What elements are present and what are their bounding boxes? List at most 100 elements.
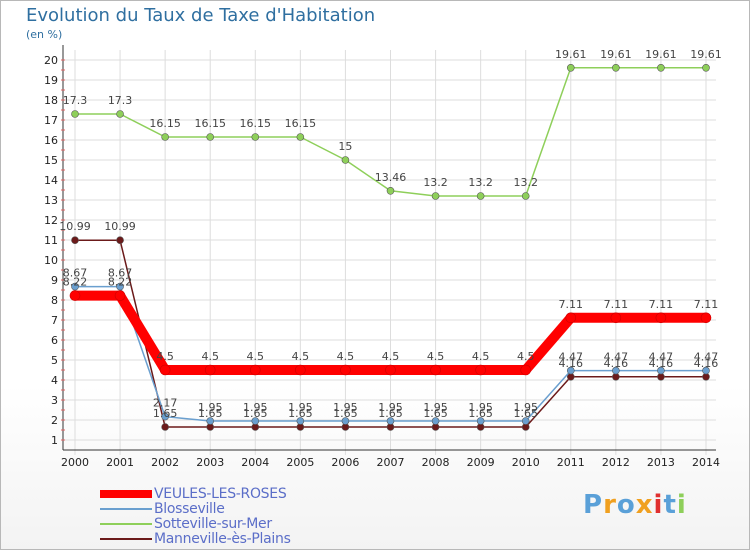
legend-label: VEULES-LES-ROSES <box>154 485 287 502</box>
data-label: 13.46 <box>375 171 407 184</box>
data-label: 4.5 <box>337 350 355 363</box>
data-point <box>385 364 396 376</box>
data-label: 16.15 <box>194 117 226 130</box>
data-label: 4.16 <box>694 357 719 370</box>
x-tick-label: 2000 <box>61 456 89 469</box>
legend-item-veules: VEULES-LES-ROSES <box>100 485 291 502</box>
data-label: 19.61 <box>600 48 632 61</box>
chart-legend: VEULES-LES-ROSES Blosseville Sotteville-… <box>100 485 291 547</box>
y-tick-label: 5 <box>51 354 58 367</box>
logo-letter: t <box>663 490 677 520</box>
data-point <box>159 364 171 376</box>
x-tick-label: 2003 <box>196 456 224 469</box>
data-label: 4.5 <box>247 350 265 363</box>
data-point <box>341 156 350 164</box>
data-point <box>430 364 441 376</box>
y-tick-label: 15 <box>44 154 58 167</box>
x-tick-label: 2010 <box>512 456 540 469</box>
data-point <box>386 187 395 195</box>
data-label: 10.99 <box>104 220 136 233</box>
data-point <box>475 364 486 376</box>
chart-grid <box>65 50 716 455</box>
data-label: 4.5 <box>472 350 490 363</box>
data-point <box>296 133 305 141</box>
data-point <box>251 133 260 141</box>
data-point <box>340 364 351 376</box>
data-label: 1.65 <box>423 407 448 420</box>
data-label: 19.61 <box>555 48 587 61</box>
data-label: 1.95 <box>333 401 358 414</box>
data-point <box>296 417 305 425</box>
data-label: 15 <box>338 140 352 153</box>
data-point <box>69 290 81 301</box>
data-point <box>520 364 532 376</box>
data-point <box>521 192 530 200</box>
data-point <box>700 312 712 324</box>
data-point <box>386 417 395 425</box>
data-point <box>612 64 620 72</box>
y-tick-label: 16 <box>44 134 58 147</box>
data-label: 1.65 <box>153 407 178 420</box>
legend-label: Sotteville-sur-Mer <box>154 515 272 532</box>
data-label: 8.22 <box>63 276 88 289</box>
data-label: 4.5 <box>382 350 400 363</box>
data-label: 16.15 <box>285 117 317 130</box>
data-label: 1.95 <box>468 401 493 414</box>
y-tick-label: 17 <box>44 114 58 127</box>
data-point <box>476 192 485 200</box>
x-tick-label: 2013 <box>647 456 675 469</box>
data-label: 1.65 <box>243 407 268 420</box>
proxiti-logo: Proxiti <box>583 490 687 520</box>
data-label: 4.5 <box>156 350 174 363</box>
data-label: 4.16 <box>559 357 584 370</box>
data-point <box>161 423 169 431</box>
data-label: 17.3 <box>63 94 88 107</box>
legend-item-blosseville: Blosseville <box>100 500 291 517</box>
legend-label: Manneville-ès-Plains <box>154 530 291 547</box>
data-point <box>206 417 215 425</box>
y-tick-label: 18 <box>44 94 58 107</box>
logo-letter: i <box>653 490 664 520</box>
data-point <box>612 366 620 375</box>
y-tick-label: 9 <box>51 274 58 287</box>
data-label: 4.5 <box>201 350 219 363</box>
data-point <box>566 64 575 72</box>
data-label: 8.22 <box>108 276 133 289</box>
data-point <box>610 312 622 324</box>
data-point <box>116 282 124 291</box>
legend-swatch-veules <box>100 489 152 498</box>
x-tick-label: 2006 <box>331 456 359 469</box>
data-label: 4.16 <box>604 357 629 370</box>
data-point <box>476 417 485 425</box>
logo-letter: r <box>603 490 617 520</box>
data-point <box>657 64 665 72</box>
data-label: 4.5 <box>427 350 445 363</box>
data-point <box>295 364 306 376</box>
data-point <box>341 417 350 425</box>
data-label: 7.11 <box>649 298 674 311</box>
data-label: 7.11 <box>694 298 719 311</box>
data-label: 1.95 <box>378 401 403 414</box>
data-point <box>657 366 665 375</box>
y-tick-label: 6 <box>51 334 58 347</box>
y-tick-label: 20 <box>44 54 58 67</box>
data-label: 7.11 <box>604 298 629 311</box>
data-point <box>114 290 126 301</box>
y-tick-label: 1 <box>51 434 58 447</box>
data-label: 4.47 <box>604 351 629 364</box>
data-point <box>206 133 215 141</box>
data-point <box>431 417 440 425</box>
x-tick-label: 2007 <box>377 456 405 469</box>
y-tick-label: 4 <box>51 374 58 387</box>
data-point <box>116 110 124 118</box>
y-tick-label: 11 <box>44 234 58 247</box>
data-label: 1.65 <box>513 407 538 420</box>
data-label: 1.65 <box>288 407 313 420</box>
logo-letter: o <box>616 490 636 520</box>
data-point <box>161 133 169 141</box>
legend-label: Blosseville <box>154 500 225 517</box>
legend-item-manneville: Manneville-ès-Plains <box>100 530 291 547</box>
